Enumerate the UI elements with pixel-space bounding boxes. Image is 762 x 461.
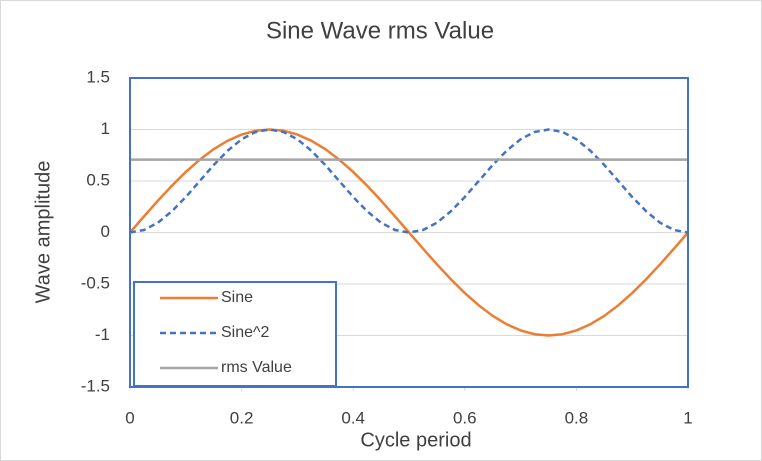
y-tick-label: 1.5 xyxy=(86,67,110,86)
x-tick-label: 0.6 xyxy=(453,408,477,427)
series-line xyxy=(129,128,689,337)
legend-label: Sine^2 xyxy=(221,324,270,341)
legend-label: rms Value xyxy=(221,359,292,376)
x-tick-label: 0.4 xyxy=(341,408,365,427)
legend-label: Sine xyxy=(221,289,253,306)
x-tick-label: 1 xyxy=(683,408,692,427)
y-tick-label: 0 xyxy=(101,222,110,241)
y-axis-label: Wave amplitude xyxy=(32,161,54,304)
y-tick-label: -1.5 xyxy=(81,376,110,395)
x-tick-label: 0 xyxy=(125,408,134,427)
chart-title: Sine Wave rms Value xyxy=(266,17,494,44)
y-tick-label: -1 xyxy=(95,325,110,344)
y-tick-label: 0.5 xyxy=(86,170,110,189)
series-line xyxy=(129,128,689,234)
plot-border xyxy=(129,77,689,388)
y-tick-label: -0.5 xyxy=(81,273,110,292)
x-axis-label: Cycle period xyxy=(360,429,471,451)
x-tick-label: 0.2 xyxy=(230,408,254,427)
x-tick-label: 0.8 xyxy=(565,408,589,427)
y-tick-label: 1 xyxy=(101,119,110,138)
